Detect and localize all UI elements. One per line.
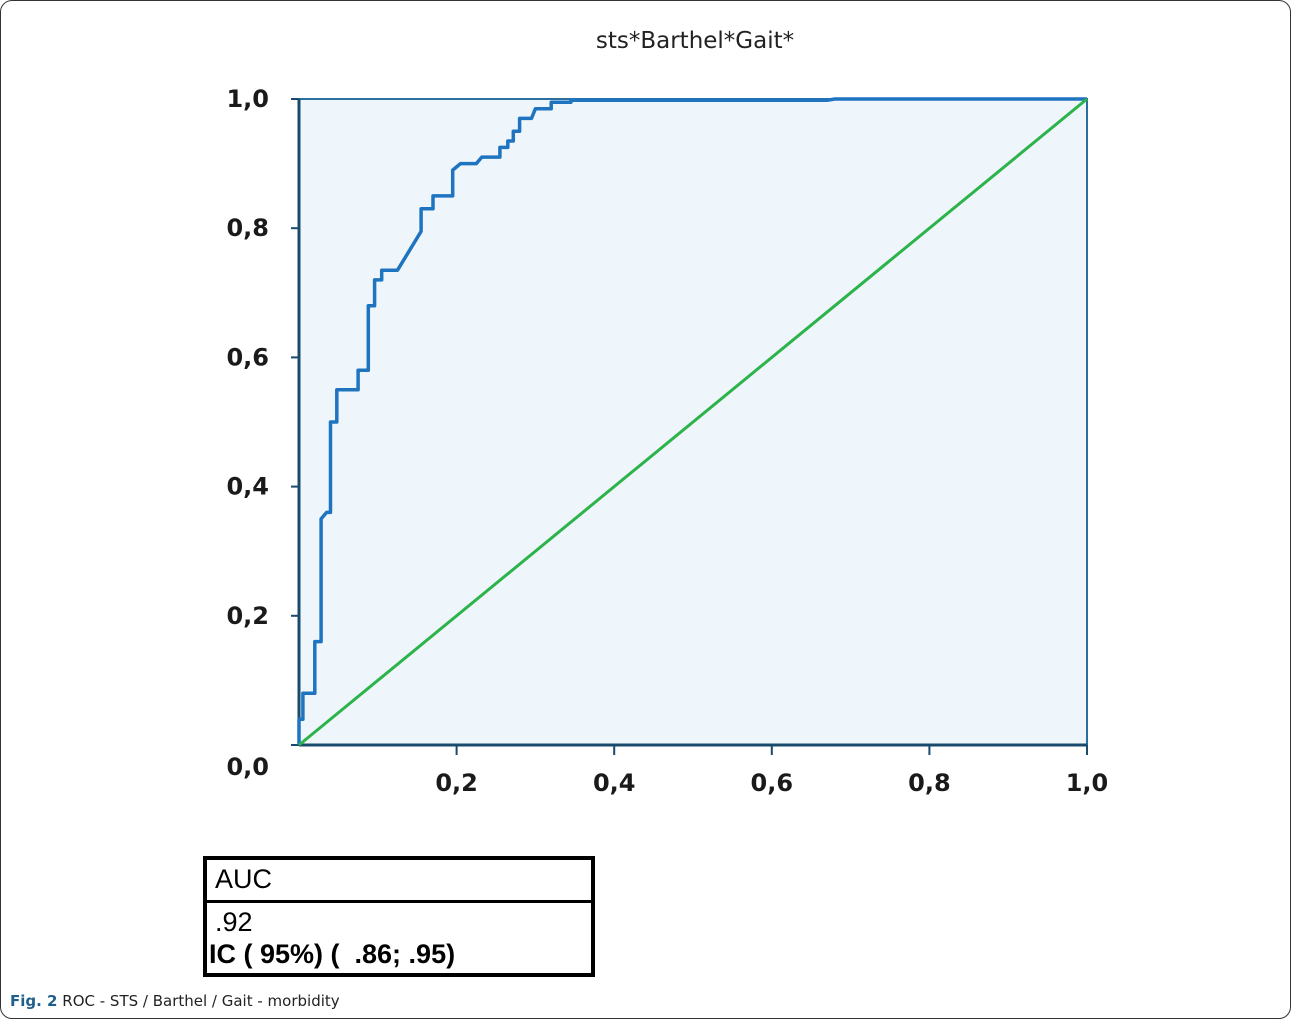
y-tick-label: 0,8 bbox=[226, 214, 269, 242]
x-tick-label: 1,0 bbox=[1066, 769, 1109, 797]
auc-confidence-interval: IC ( 95%) ( .86; .95) bbox=[209, 939, 456, 969]
reference-line bbox=[298, 97, 1088, 747]
caption-text: ROC - STS / Barthel / Gait - morbidity bbox=[62, 992, 340, 1010]
chart-title: sts*Barthel*Gait* bbox=[595, 28, 795, 54]
y-tick-label: 0,6 bbox=[226, 343, 269, 371]
figure-caption: Fig. 2 ROC - STS / Barthel / Gait - morb… bbox=[10, 992, 340, 1010]
y-tick-label: 1,0 bbox=[226, 85, 269, 113]
y-tick-label: 0,2 bbox=[226, 602, 269, 630]
y-tick-label: 0,4 bbox=[226, 473, 269, 501]
auc-value: .92 bbox=[215, 907, 253, 937]
auc-table: AUC .92 IC ( 95%) ( .86; .95) bbox=[203, 856, 595, 977]
x-tick-label: 0,4 bbox=[593, 769, 636, 797]
y-tick-label: 0,0 bbox=[226, 753, 269, 781]
auc-table-header: AUC bbox=[207, 860, 591, 903]
x-tick-label: 0,2 bbox=[435, 769, 478, 797]
x-tick-label: 0,8 bbox=[908, 769, 951, 797]
roc-curve bbox=[297, 97, 1087, 745]
x-tick-label: 0,6 bbox=[751, 769, 794, 797]
caption-label: Fig. 2 bbox=[10, 992, 58, 1010]
